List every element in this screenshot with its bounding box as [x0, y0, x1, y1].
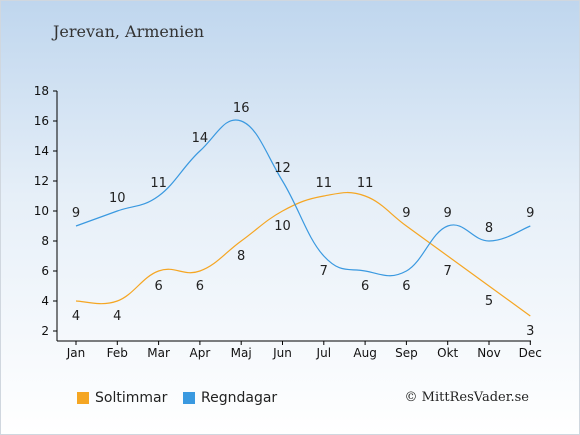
legend-label-sunhours: Soltimmar: [95, 390, 168, 406]
x-tick-label: Aug: [353, 346, 376, 360]
copyright-text: © MittResVader.se: [404, 390, 529, 405]
series-line-sunhours: [75, 191, 531, 317]
data-label-sunhours: 10: [274, 219, 291, 234]
x-tick-label: Jul: [316, 346, 331, 360]
data-label-raindays: 12: [274, 161, 291, 176]
y-tick-label: 6: [41, 264, 49, 278]
x-tick-label: Jun: [272, 346, 292, 360]
data-label-raindays: 7: [320, 264, 328, 279]
data-label-sunhours: 4: [72, 309, 80, 324]
x-tick-label: Maj: [231, 346, 252, 360]
data-label-raindays: 9: [72, 206, 80, 221]
data-label-sunhours: 11: [357, 176, 374, 191]
y-tick-label: 2: [41, 324, 49, 338]
y-tick-label: 12: [34, 174, 49, 188]
data-label-sunhours: 8: [237, 249, 245, 264]
y-tick-label: 18: [34, 84, 49, 98]
x-tick-label: Sep: [395, 346, 418, 360]
data-label-sunhours: 7: [444, 264, 452, 279]
legend-item-raindays: Regndagar: [183, 390, 277, 406]
data-label-raindays: 6: [361, 279, 369, 294]
data-label-raindays: 9: [444, 206, 452, 221]
legend-item-sunhours: Soltimmar: [77, 390, 167, 406]
data-label-raindays: 10: [109, 191, 126, 206]
data-label-sunhours: 9: [402, 206, 410, 221]
x-tick-label: Jan: [66, 346, 86, 360]
y-tick-label: 4: [41, 294, 49, 308]
data-label-raindays: 9: [526, 206, 534, 221]
y-tick-label: 14: [34, 144, 49, 158]
y-tick-label: 16: [34, 114, 49, 128]
data-label-raindays: 8: [485, 221, 493, 236]
series-line-raindays: [75, 119, 531, 277]
x-tick-label: Feb: [107, 346, 128, 360]
data-label-raindays: 14: [192, 131, 209, 146]
legend-label-raindays: Regndagar: [201, 390, 278, 406]
y-tick-label: 10: [34, 204, 49, 218]
x-tick-label: Dec: [519, 346, 542, 360]
x-tick-label: Okt: [437, 346, 458, 360]
chart-title: Jerevan, Armenien: [53, 22, 205, 41]
x-tick-label: Apr: [190, 346, 211, 360]
data-label-sunhours: 6: [196, 279, 204, 294]
data-label-sunhours: 4: [113, 309, 121, 324]
data-label-sunhours: 11: [316, 176, 333, 191]
legend-swatch-sunhours: [77, 392, 89, 404]
x-tick-label: Nov: [477, 346, 500, 360]
data-label-raindays: 6: [402, 279, 410, 294]
data-label-sunhours: 5: [485, 294, 493, 309]
data-label-sunhours: 3: [526, 324, 534, 339]
x-tick-label: Mar: [147, 346, 170, 360]
data-label-raindays: 11: [150, 176, 167, 191]
data-label-sunhours: 6: [154, 279, 162, 294]
data-label-raindays: 16: [233, 101, 250, 116]
legend-swatch-raindays: [183, 392, 195, 404]
y-tick-label: 8: [41, 234, 49, 248]
